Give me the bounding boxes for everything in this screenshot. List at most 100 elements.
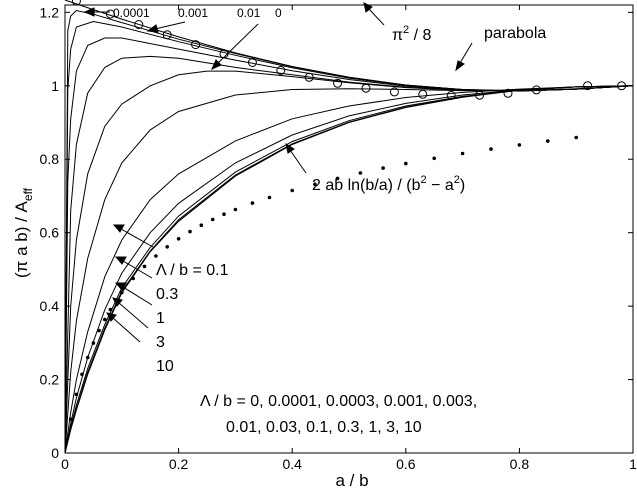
- log-formula-point: [108, 307, 113, 312]
- log-formula-point: [222, 212, 226, 216]
- log-formula-point: [97, 328, 101, 333]
- log-formula-point: [460, 151, 465, 156]
- series-line-lambda-0-3: [64, 85, 634, 454]
- x-tick-label: 0.6: [396, 456, 416, 472]
- markers: [68, 0, 627, 422]
- parabola-point: [191, 40, 201, 50]
- y-tick-label: 0.2: [40, 372, 60, 388]
- log-formula-point: [489, 147, 493, 151]
- arrowhead-001: [146, 24, 159, 33]
- log-formula-point: [381, 166, 385, 170]
- log-formula-point: [404, 161, 408, 166]
- log-formula-point: [290, 188, 295, 193]
- parabola-point: [304, 72, 314, 82]
- annotation-log-sup1: 2: [421, 174, 427, 186]
- y-axis-label-main: (π a b) / A: [12, 200, 31, 278]
- arrowhead-log: [285, 142, 295, 154]
- parabola-point: [389, 87, 399, 97]
- parabola-point: [531, 85, 541, 95]
- annotation-pi-squared: π2 / 8: [392, 24, 432, 44]
- parabola-point: [247, 58, 257, 67]
- log-formula-point: [517, 143, 522, 147]
- arrowhead-l03: [114, 256, 127, 265]
- log-formula-point: [91, 341, 96, 345]
- log-formula-point: [80, 372, 84, 377]
- arrow-001: [154, 21, 186, 30]
- log-formula-point: [74, 392, 79, 397]
- log-formula-point: [210, 217, 215, 222]
- x-axis-label: a / b: [335, 471, 368, 490]
- arrow-l1: [122, 286, 153, 306]
- arrow-l01: [120, 228, 154, 248]
- annotation-log-part3: ): [460, 177, 465, 194]
- log-formula-point: [546, 139, 550, 143]
- log-formula-point: [233, 207, 238, 212]
- annotation-pi-symbol: π: [392, 27, 403, 44]
- log-formula-point: [432, 156, 437, 161]
- log-formula-point: [103, 317, 107, 322]
- arrowhead-0001: [83, 7, 95, 17]
- log-formula-point: [250, 201, 255, 205]
- arrowhead-parabola: [455, 60, 465, 72]
- parabola-point: [475, 90, 485, 100]
- arrow-parabola: [459, 42, 473, 64]
- annotation-pi-rest: / 8: [409, 27, 431, 44]
- y-axis-label: (π a b) / Aeff: [12, 187, 35, 278]
- annotation-lambda-list-line1: Λ / b = 0, 0.0001, 0.0003, 0.001, 0.003,: [200, 393, 477, 410]
- arrowhead-l10: [106, 312, 117, 322]
- parabola-point: [446, 90, 456, 100]
- log-formula-point: [188, 229, 192, 234]
- axis-ticks: 0 0.2 0.4 0.6 0.8 100.20.40.60.811.2: [40, 4, 637, 472]
- arrowhead-l01: [112, 224, 125, 233]
- arrow-001b: [217, 23, 259, 64]
- annotation-lambda-01: Λ / b = 0.1: [156, 262, 229, 279]
- parabola-point: [276, 65, 286, 75]
- arrow-l3: [118, 302, 149, 329]
- arrow-log: [289, 149, 307, 174]
- annotation-log-part2: − a: [427, 177, 454, 194]
- arrow-pi: [368, 8, 385, 26]
- annotation-lambda-list-line2: 0.01, 0.03, 0.1, 0.3, 1, 3, 10: [226, 419, 422, 436]
- parabola-point: [162, 30, 172, 40]
- annotation-label-01: 0.01: [237, 6, 261, 20]
- annotation-parabola: parabola: [484, 25, 546, 42]
- annotation-lambda-3: 3: [156, 334, 165, 351]
- annotation-log-part1: 2 ab ln(b/a) / (b: [312, 177, 421, 194]
- x-tick-label: 0.2: [169, 456, 189, 472]
- arrowhead-001b: [211, 59, 222, 70]
- series-curves: [64, 0, 634, 454]
- annotation-label-0: 0: [275, 6, 282, 20]
- arrowhead-l1: [114, 282, 127, 291]
- parabola-point: [617, 81, 627, 91]
- series-line-lambda-0-1: [64, 85, 634, 454]
- log-formula-point: [199, 223, 204, 227]
- parabola-point: [361, 83, 371, 93]
- x-tick-label: 0: [61, 456, 69, 472]
- annotation-label-0001: 0.0001: [113, 6, 150, 20]
- y-tick-label: 0.6: [40, 225, 60, 241]
- log-formula-point: [176, 237, 181, 241]
- log-formula-point: [358, 171, 363, 175]
- parabola-point: [418, 89, 428, 99]
- series-line-lambda-10: [64, 85, 634, 454]
- parabola-point: [105, 9, 115, 19]
- arrow-l10: [112, 317, 141, 343]
- annotation-label-001: 0.001: [178, 6, 208, 20]
- parabola-point: [134, 20, 144, 29]
- annotation-lambda-03: 0.3: [156, 286, 178, 303]
- x-tick-label: 0.8: [510, 456, 530, 472]
- y-tick-label: 0.4: [40, 298, 60, 314]
- log-formula-point: [131, 276, 135, 281]
- log-formula-point: [574, 135, 578, 140]
- y-tick-label: 0: [51, 445, 59, 461]
- parabola-point: [583, 81, 593, 91]
- arrowhead-l3: [112, 297, 123, 307]
- x-tick-label: 1: [629, 456, 637, 472]
- log-formula-point: [120, 290, 124, 295]
- log-formula-point: [68, 417, 73, 422]
- x-tick-label: 0.4: [282, 456, 302, 472]
- plot-frame: [64, 4, 634, 454]
- y-tick-label: 1: [51, 78, 59, 94]
- log-formula-point: [335, 176, 340, 181]
